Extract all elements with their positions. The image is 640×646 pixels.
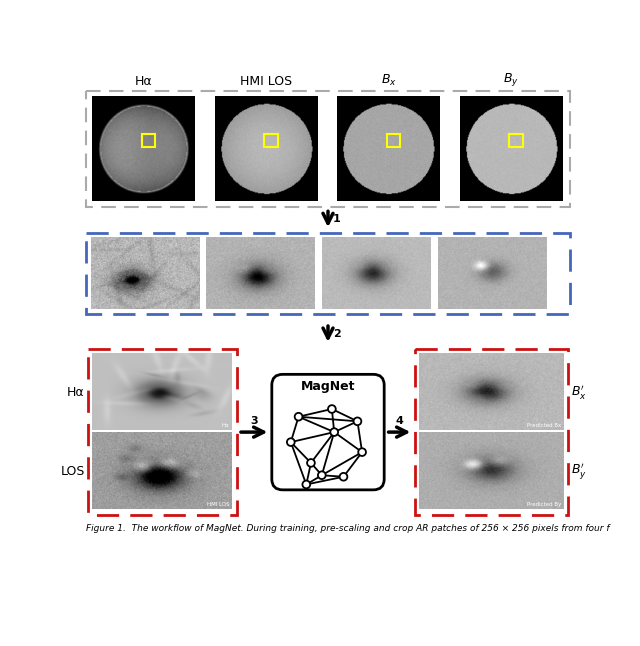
Text: HMI LOS: HMI LOS xyxy=(207,502,230,507)
Circle shape xyxy=(328,405,336,413)
Text: $B_x$: $B_x$ xyxy=(381,72,396,87)
Text: Predicted Bx: Predicted Bx xyxy=(527,423,561,428)
Text: MagNet: MagNet xyxy=(301,380,355,393)
Circle shape xyxy=(358,448,366,456)
Text: Hα: Hα xyxy=(222,423,230,428)
Bar xyxy=(88,349,237,515)
Circle shape xyxy=(294,413,303,421)
Circle shape xyxy=(287,438,294,446)
Bar xyxy=(86,91,570,207)
Text: LOS: LOS xyxy=(60,465,84,478)
Circle shape xyxy=(353,417,362,425)
Text: $B_y$: $B_y$ xyxy=(503,70,519,87)
Circle shape xyxy=(307,459,315,467)
Text: Hα: Hα xyxy=(135,74,152,87)
Text: 2: 2 xyxy=(333,329,340,339)
Bar xyxy=(387,134,400,147)
Text: 4: 4 xyxy=(396,416,403,426)
Circle shape xyxy=(330,428,338,436)
Bar xyxy=(264,134,278,147)
Circle shape xyxy=(318,472,326,479)
Bar xyxy=(509,134,523,147)
Circle shape xyxy=(303,481,310,488)
Circle shape xyxy=(340,473,348,481)
FancyBboxPatch shape xyxy=(272,374,384,490)
Text: Predicted By: Predicted By xyxy=(527,502,561,507)
Text: 3: 3 xyxy=(250,416,258,426)
Text: $B_x'$: $B_x'$ xyxy=(572,383,587,401)
Bar xyxy=(86,233,570,314)
Text: Hα: Hα xyxy=(67,386,84,399)
Bar xyxy=(415,349,568,515)
Text: Figure 1.  The workflow of MagNet. During training, pre-scaling and crop AR patc: Figure 1. The workflow of MagNet. During… xyxy=(86,524,610,533)
Bar xyxy=(142,134,156,147)
Text: 1: 1 xyxy=(333,214,340,224)
Text: $B_y'$: $B_y'$ xyxy=(572,461,588,481)
Text: HMI LOS: HMI LOS xyxy=(240,74,292,87)
